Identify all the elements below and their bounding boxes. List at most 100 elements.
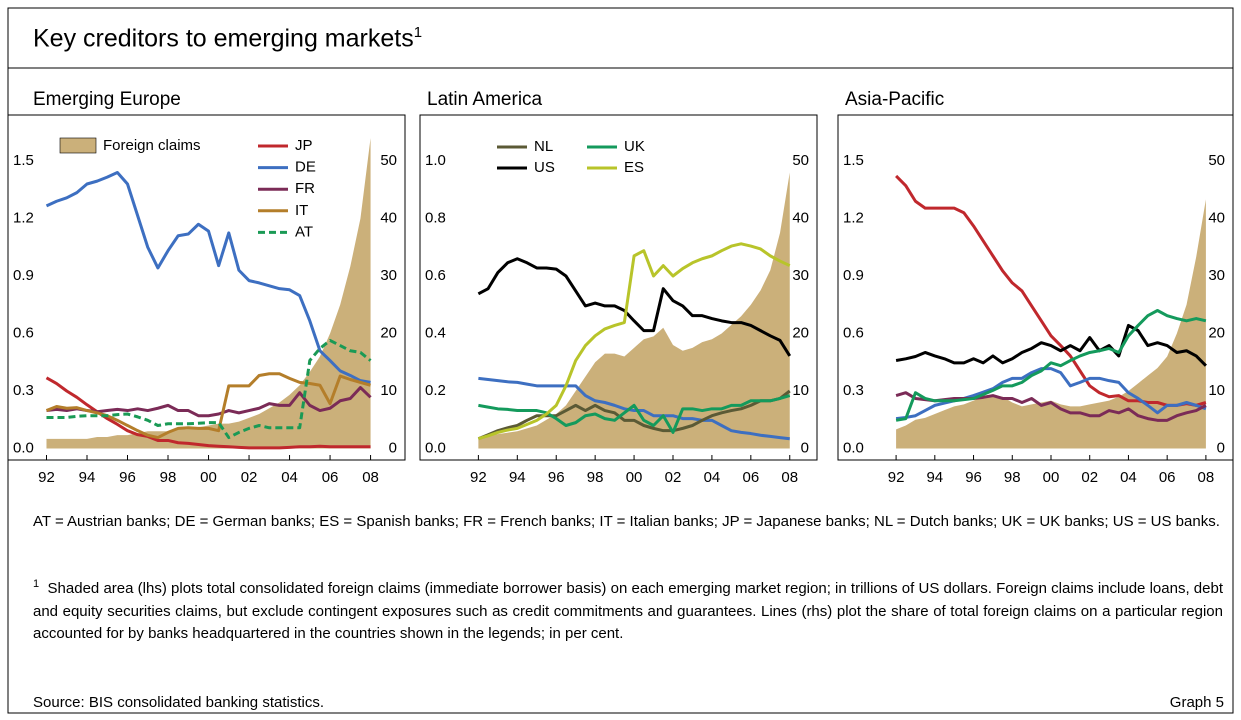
footnote-text: Shaded area (lhs) plots total consolidat…: [33, 580, 1224, 642]
y-tick-label: 1.0: [425, 152, 446, 169]
y-tick-label: 0.6: [843, 324, 864, 341]
x-tick-label: 00: [1043, 469, 1060, 486]
y-tick-label: 0.9: [13, 267, 34, 284]
x-tick-label: 06: [322, 469, 339, 486]
y-tick-label: 0.0: [425, 439, 446, 456]
x-tick-label: 02: [241, 469, 258, 486]
x-tick-label: 08: [362, 469, 379, 486]
legend-label: FR: [295, 180, 315, 197]
y-tick-label: 0.2: [425, 382, 446, 399]
plot-area: [477, 172, 792, 449]
line: [895, 174, 1207, 407]
y-tick-label: 1.5: [843, 152, 864, 169]
y2-tick-label: 0: [389, 439, 397, 456]
legend-label: DE: [295, 159, 316, 176]
panel: Asia-Pacific 0.0 0.3 0.6 0.9 1.2 1.5 0 10 20 30 40 5…: [837, 89, 1234, 486]
panel-title: Asia-Pacific: [845, 89, 944, 110]
y-tick-label: 1.5: [13, 152, 34, 169]
y2-tick-label: 0: [801, 439, 809, 456]
y-tick-label: 0.3: [13, 382, 34, 399]
y2-tick-label: 20: [1208, 324, 1225, 341]
y2-tick-label: 10: [792, 382, 809, 399]
legend-label: IT: [295, 202, 308, 219]
y2-tick-label: 40: [792, 209, 809, 226]
line: [46, 338, 372, 440]
x-tick-label: 06: [742, 469, 759, 486]
x-tick-label: 04: [1120, 469, 1137, 486]
legend-label: UK: [624, 138, 645, 155]
legend-label: Foreign claims: [103, 137, 201, 154]
y-tick-label: 0.8: [425, 209, 446, 226]
x-tick-label: 08: [1198, 469, 1215, 486]
y2-tick-label: 50: [1208, 152, 1225, 169]
line: [477, 257, 792, 357]
x-tick-label: 08: [781, 469, 798, 486]
x-tick-label: 04: [704, 469, 721, 486]
legend-swatch: [59, 137, 97, 154]
y-tick-label: 0.9: [843, 267, 864, 284]
line: [46, 386, 372, 418]
x-tick-label: 94: [509, 469, 526, 486]
line: [478, 376, 790, 441]
line: [478, 394, 791, 434]
y-tick-label: 1.2: [843, 209, 864, 226]
legend-label: US: [534, 159, 555, 176]
y2-tick-label: 50: [380, 152, 397, 169]
x-tick-label: 98: [587, 469, 604, 486]
y2-tick-label: 30: [380, 267, 397, 284]
x-tick-label: 00: [626, 469, 643, 486]
y-tick-label: 0.4: [425, 324, 446, 341]
title-footnote-marker: 1: [413, 24, 423, 41]
area: [46, 138, 371, 449]
legend-label: ES: [624, 159, 644, 176]
y-tick-label: 0.6: [425, 267, 446, 284]
plot-area: [45, 138, 372, 450]
panel: Latin America 0.0 0.2 0.4 0.6 0.8 1.0 0 10 20 30 40…: [419, 89, 818, 486]
graph-label: Graph 5: [1169, 694, 1224, 711]
y2-tick-label: 30: [1208, 267, 1225, 284]
area: [896, 199, 1206, 449]
plot-frame: [837, 114, 1234, 461]
y2-tick-label: 40: [1208, 209, 1225, 226]
plot-area: [895, 174, 1207, 449]
x-tick-label: 92: [888, 469, 905, 486]
legend-label: NL: [534, 138, 553, 155]
x-tick-label: 96: [548, 469, 565, 486]
notes: AT = Austrian banks; DE = German banks; …: [33, 513, 1220, 530]
panel-title: Emerging Europe: [33, 89, 181, 110]
y2-tick-label: 30: [792, 267, 809, 284]
title-text: Key creditors to emerging markets: [33, 24, 414, 53]
panel: Emerging Europe 0.0 0.3 0.6 0.9 1.2 1.5 0 10 20 30…: [7, 89, 406, 486]
x-tick-label: 02: [665, 469, 682, 486]
x-tick-label: 94: [79, 469, 96, 486]
y2-tick-label: 0: [1217, 439, 1225, 456]
x-tick-label: 02: [1081, 469, 1098, 486]
y2-tick-label: 20: [792, 324, 809, 341]
y2-tick-label: 10: [1208, 382, 1225, 399]
x-tick-label: 04: [281, 469, 298, 486]
x-tick-label: 96: [965, 469, 982, 486]
area: [478, 172, 790, 449]
y2-tick-label: 50: [792, 152, 809, 169]
line: [477, 389, 791, 441]
x-tick-label: 94: [926, 469, 943, 486]
source: Source: BIS consolidated banking statist…: [33, 694, 324, 711]
plot-frame: [419, 114, 818, 461]
x-tick-label: 06: [1159, 469, 1176, 486]
x-tick-label: 98: [1004, 469, 1021, 486]
line: [895, 323, 1207, 367]
line: [45, 372, 371, 440]
line: [895, 391, 1207, 422]
line: [895, 309, 1207, 422]
footnote: 1 Shaded area (lhs) plots total consolid…: [33, 573, 1223, 646]
y-tick-label: 0.3: [843, 382, 864, 399]
x-tick-label: 92: [38, 469, 55, 486]
legend-label: JP: [295, 137, 313, 154]
x-tick-label: 96: [119, 469, 136, 486]
y-tick-label: 0.0: [13, 439, 34, 456]
y-tick-label: 0.6: [13, 324, 34, 341]
legend-label: AT: [295, 223, 313, 240]
x-tick-label: 92: [470, 469, 487, 486]
panel-title: Latin America: [427, 89, 543, 110]
y2-tick-label: 10: [380, 382, 397, 399]
